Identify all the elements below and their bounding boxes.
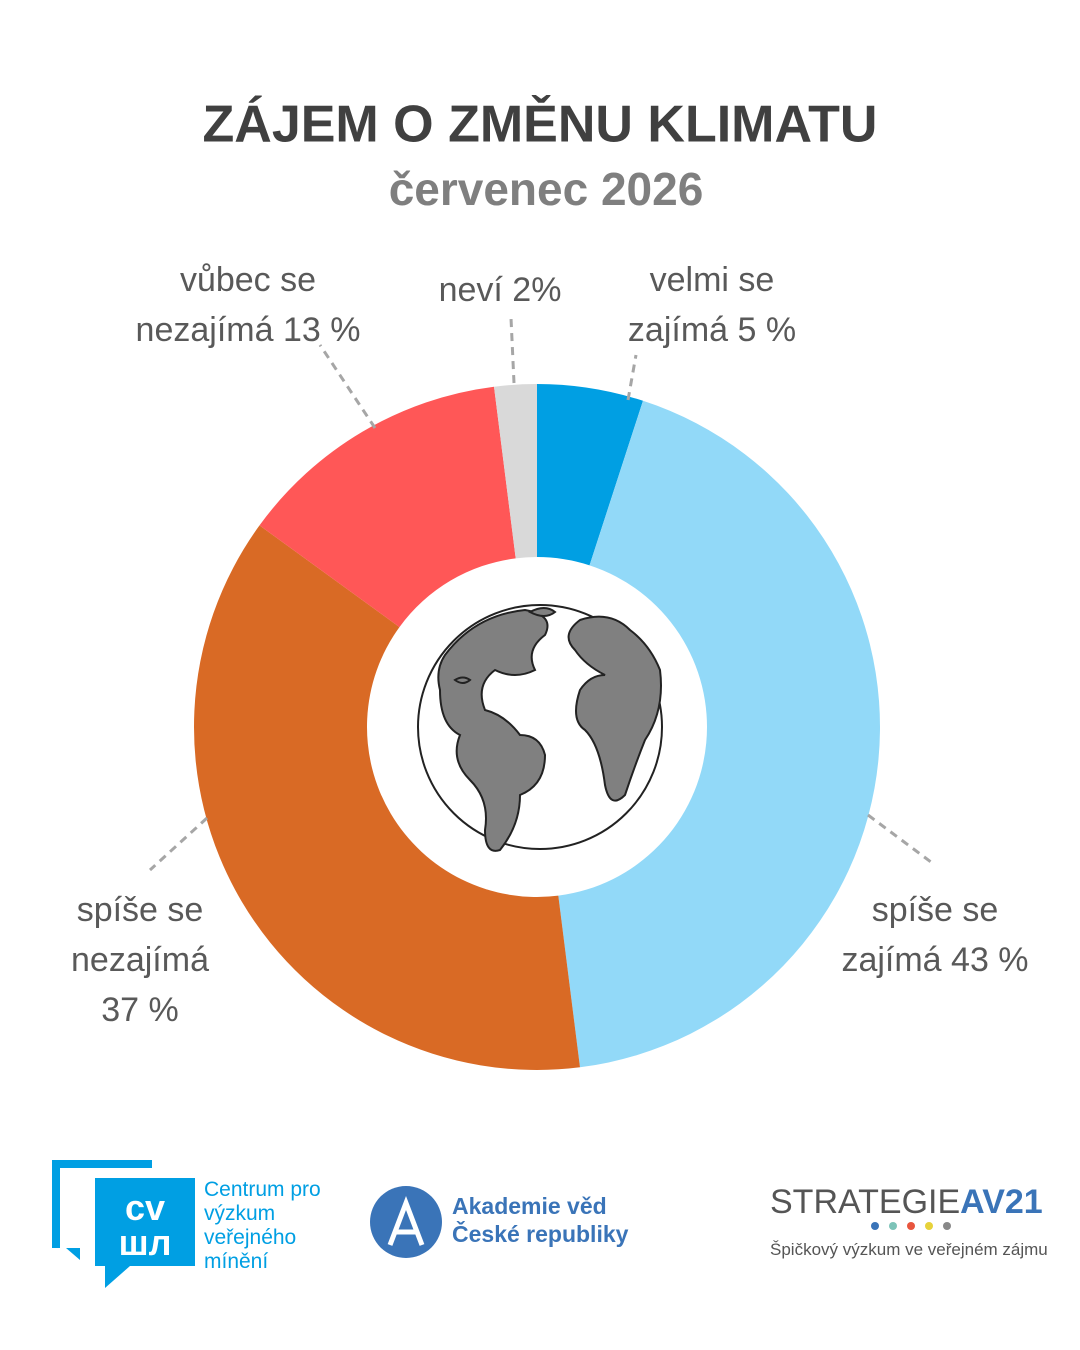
av21-dots	[871, 1222, 951, 1230]
slice-label: vůbec se nezajímá 13 %	[123, 255, 373, 355]
slice-label: velmi se zajímá 5 %	[612, 255, 812, 355]
slice-label: neví 2%	[400, 265, 600, 315]
cvvm-logo: cv шл	[52, 1160, 195, 1288]
donut-slice	[259, 386, 516, 628]
svg-text:шл: шл	[119, 1222, 172, 1263]
donut-slice	[194, 525, 580, 1070]
donut-slice	[537, 384, 643, 566]
leader-line	[867, 813, 936, 867]
value-label: 2%	[512, 271, 562, 309]
leader-line	[318, 344, 377, 429]
strategie-subtitle: Špičkový výzkum ve veřejném zájmu	[770, 1240, 1048, 1259]
av-name: Akademie věd České republiky	[452, 1193, 629, 1247]
leader-line	[148, 816, 209, 872]
leader-line	[626, 354, 638, 401]
donut-slice	[558, 400, 880, 1068]
cvvm-name: Centrum pro výzkum veřejného mínění	[204, 1178, 321, 1273]
strategie-name: STRATEGIEAV21	[770, 1183, 1043, 1222]
value-label: 43 %	[951, 941, 1029, 979]
value-label: 37 %	[101, 991, 179, 1029]
category-label: spíše se nezajímá	[71, 891, 209, 979]
chart-subtitle: červenec 2026	[389, 163, 704, 215]
strategie-word: STRATEGIE	[770, 1183, 961, 1221]
category-label: velmi se zajímá	[627, 261, 775, 349]
slice-label: spíše se zajímá 43 %	[830, 885, 1040, 985]
av21-word: AV21	[960, 1183, 1043, 1221]
leader-line	[509, 317, 516, 384]
chart-title: ZÁJEM O ZMĚNU KLIMATU	[203, 95, 878, 154]
donut-slice	[494, 384, 537, 559]
slice-label: spíše se nezajímá 37 %	[55, 885, 225, 1035]
value-label: 13 %	[282, 311, 361, 349]
category-label: neví	[438, 271, 503, 309]
category-label: spíše se zajímá	[841, 891, 999, 979]
globe-icon	[417, 604, 663, 852]
category-label: vůbec se nezajímá	[135, 261, 317, 349]
svg-text:cv: cv	[125, 1187, 165, 1228]
av-logo	[370, 1186, 442, 1258]
value-label: 5 %	[737, 311, 797, 349]
